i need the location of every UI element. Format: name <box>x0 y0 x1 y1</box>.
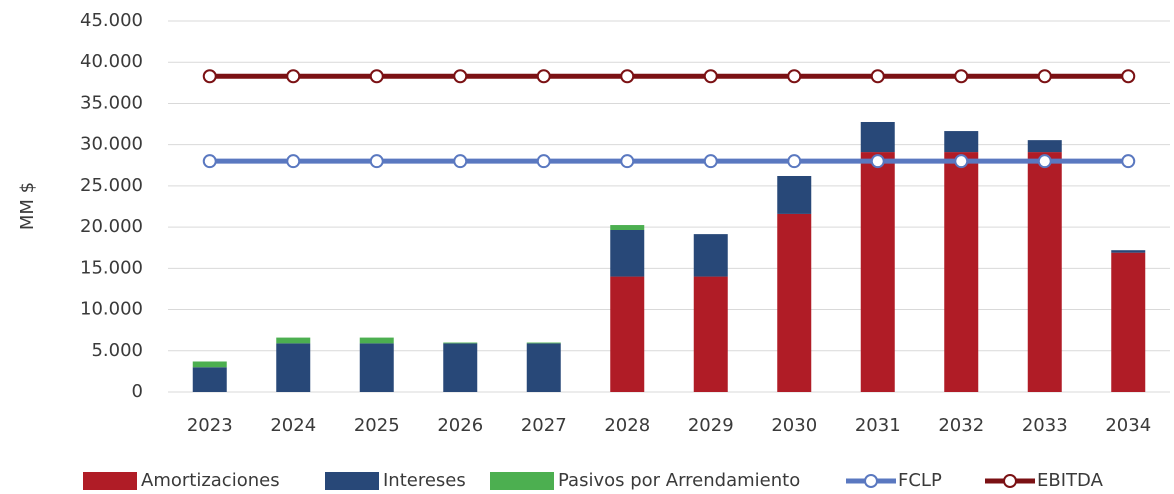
bar-segment <box>777 213 812 392</box>
line-marker <box>1037 69 1052 84</box>
legend-swatch <box>83 472 137 490</box>
bar-segment <box>610 276 645 392</box>
bar-segment <box>860 121 895 153</box>
x-tick-label: 2026 <box>437 415 483 436</box>
line-marker <box>620 69 635 84</box>
legend-swatch <box>325 472 379 490</box>
line-marker <box>453 154 468 169</box>
y-tick-label: 45.000 <box>80 10 143 31</box>
line-marker <box>453 69 468 84</box>
y-tick-label: 20.000 <box>80 216 143 237</box>
bar-segment <box>1027 152 1062 392</box>
bar-segment <box>359 337 394 344</box>
y-tick-label: 25.000 <box>80 175 143 196</box>
legend-marker <box>1003 474 1017 488</box>
line-marker <box>202 154 217 169</box>
line-marker <box>536 69 551 84</box>
bar-segment <box>359 343 394 392</box>
x-tick-label: 2034 <box>1105 415 1151 436</box>
line-marker <box>787 154 802 169</box>
y-tick-label: 5.000 <box>91 340 143 361</box>
line-marker <box>1121 69 1136 84</box>
line-marker <box>369 69 384 84</box>
legend-label: FCLP <box>898 470 942 491</box>
bar-segment <box>610 225 645 230</box>
bar-segment <box>276 343 311 392</box>
x-tick-label: 2028 <box>604 415 650 436</box>
legend-label: Amortizaciones <box>141 470 280 491</box>
line-marker <box>870 69 885 84</box>
line-marker <box>369 154 384 169</box>
x-tick-label: 2025 <box>354 415 400 436</box>
line-marker <box>620 154 635 169</box>
bar-segment <box>693 276 728 392</box>
y-tick-label: 0 <box>132 381 143 402</box>
line-marker <box>1121 154 1136 169</box>
line-marker <box>1037 154 1052 169</box>
bar-segment <box>777 175 812 214</box>
x-tick-label: 2032 <box>938 415 984 436</box>
y-axis-label: MM $ <box>17 182 38 230</box>
bar-segment <box>944 131 979 153</box>
legend-label: EBITDA <box>1037 470 1104 491</box>
bar-segment <box>1111 252 1146 392</box>
bar-segment <box>276 337 311 344</box>
legend-marker <box>864 474 878 488</box>
bar-segment <box>610 229 645 277</box>
bar-segment <box>693 234 728 277</box>
x-tick-label: 2033 <box>1022 415 1068 436</box>
line-marker <box>536 154 551 169</box>
line-marker <box>954 154 969 169</box>
y-tick-label: 40.000 <box>80 51 143 72</box>
x-tick-label: 2024 <box>270 415 316 436</box>
x-tick-label: 2030 <box>771 415 817 436</box>
x-tick-label: 2027 <box>521 415 567 436</box>
y-tick-label: 10.000 <box>80 299 143 320</box>
line-marker <box>870 154 885 169</box>
line-marker <box>202 69 217 84</box>
bar-segment <box>443 343 478 392</box>
bar-segment <box>526 342 561 344</box>
line-marker <box>286 154 301 169</box>
line-marker <box>703 69 718 84</box>
line-marker <box>787 69 802 84</box>
x-tick-label: 2029 <box>688 415 734 436</box>
y-tick-label: 30.000 <box>80 134 143 155</box>
bar-segment <box>192 361 227 368</box>
bar-segment <box>1111 250 1146 253</box>
bar-segment <box>443 342 478 344</box>
x-tick-label: 2023 <box>187 415 233 436</box>
bar-segment <box>526 343 561 392</box>
legend-swatch <box>490 472 554 490</box>
bar-segment <box>1027 140 1062 153</box>
legend-label: Intereses <box>383 470 466 491</box>
y-tick-label: 35.000 <box>80 92 143 113</box>
bar-segment <box>192 367 227 392</box>
line-marker <box>286 69 301 84</box>
y-tick-label: 15.000 <box>80 257 143 278</box>
bar-segment <box>944 152 979 392</box>
x-tick-label: 2031 <box>855 415 901 436</box>
line-marker <box>954 69 969 84</box>
legend-label: Pasivos por Arrendamiento <box>558 470 800 491</box>
line-marker <box>703 154 718 169</box>
bar-segment <box>860 152 895 392</box>
